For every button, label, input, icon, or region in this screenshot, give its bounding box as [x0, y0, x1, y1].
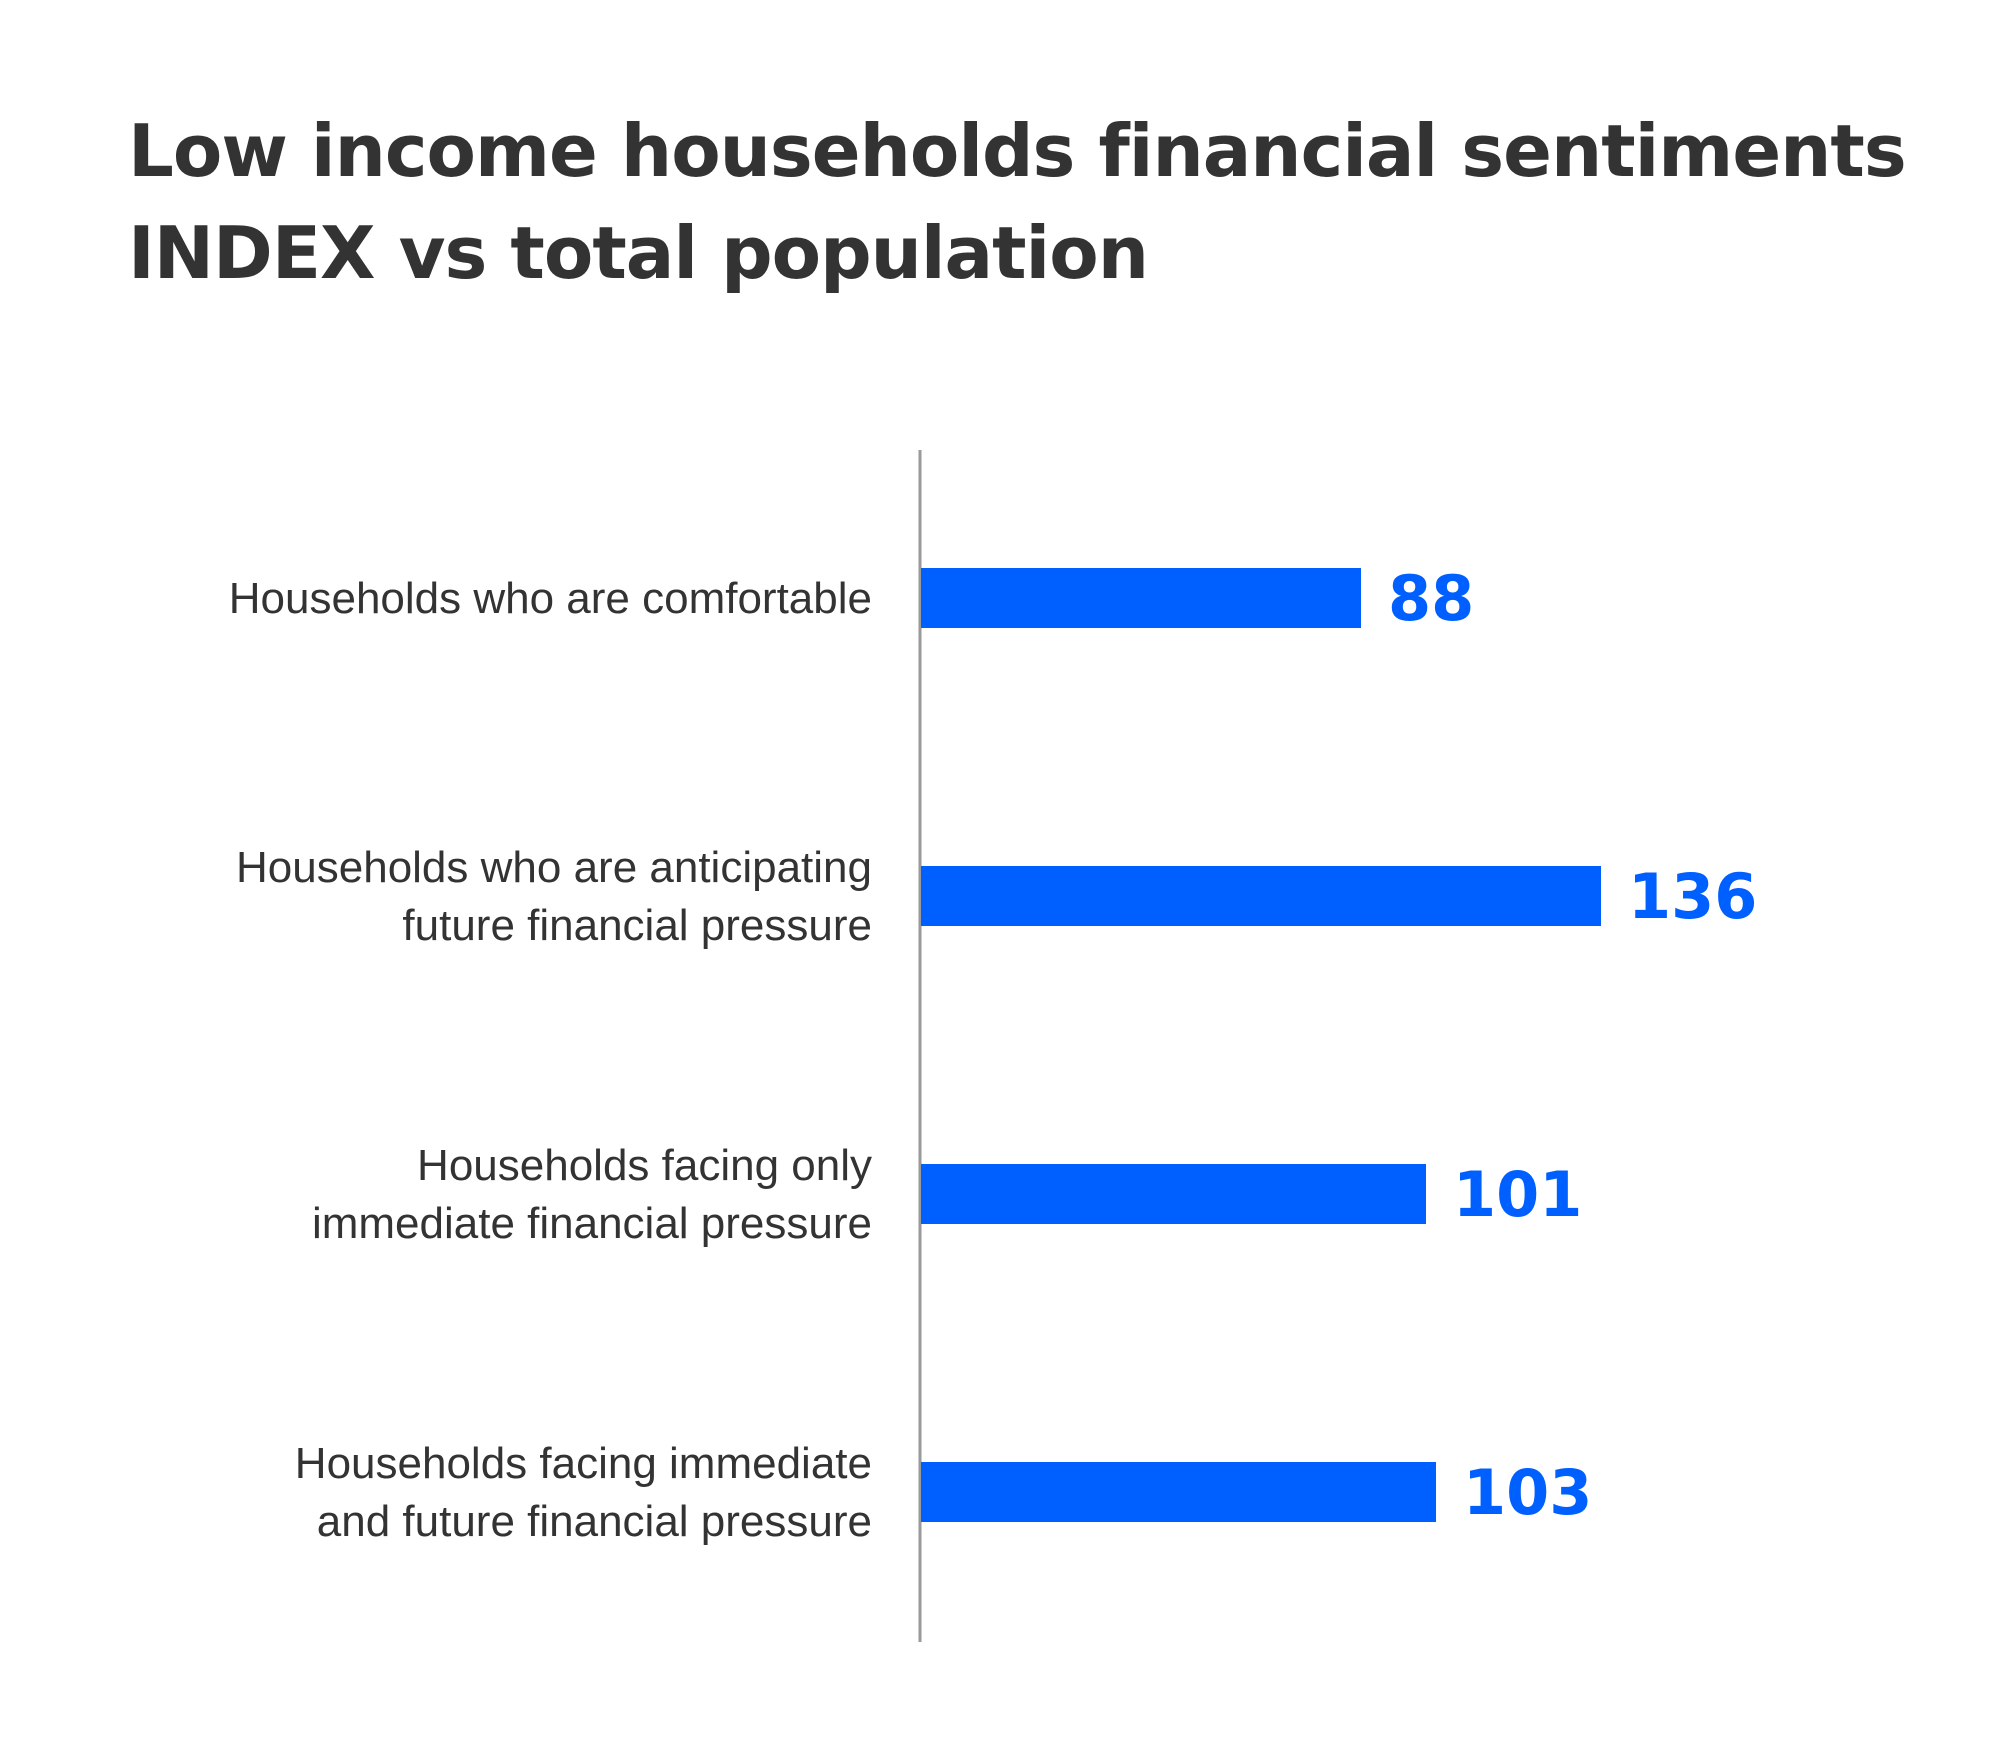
category-label-1-line-1: future financial pressure	[402, 901, 872, 950]
category-labels-group: Households who are comfortable Households…	[229, 574, 872, 1546]
value-label-0: 88	[1388, 562, 1474, 635]
chart-title-line-2: INDEX vs total population	[128, 211, 1149, 295]
value-labels-group: 88 136 101 103	[1388, 562, 1757, 1529]
chart-title-line-1: Low income households financial sentimen…	[128, 109, 1907, 193]
bar-2	[921, 1164, 1426, 1224]
chart-title: Low income households financial sentimen…	[128, 100, 1928, 304]
bar-3	[921, 1462, 1436, 1522]
category-label-3-line-0: Households facing immediate	[295, 1439, 872, 1488]
value-label-1: 136	[1628, 860, 1757, 933]
category-label-2-line-1: immediate financial pressure	[312, 1199, 872, 1248]
bars-group	[921, 568, 1601, 1522]
bar-1	[921, 866, 1601, 926]
category-label-1-line-0: Households who are anticipating	[236, 843, 872, 892]
category-label-2-line-0: Households facing only	[417, 1141, 872, 1190]
category-label-0-line-0: Households who are comfortable	[229, 574, 872, 623]
category-label-3-line-1: and future financial pressure	[317, 1497, 872, 1546]
value-label-3: 103	[1463, 1456, 1592, 1529]
value-label-2: 101	[1453, 1158, 1582, 1231]
bar-0	[921, 568, 1361, 628]
